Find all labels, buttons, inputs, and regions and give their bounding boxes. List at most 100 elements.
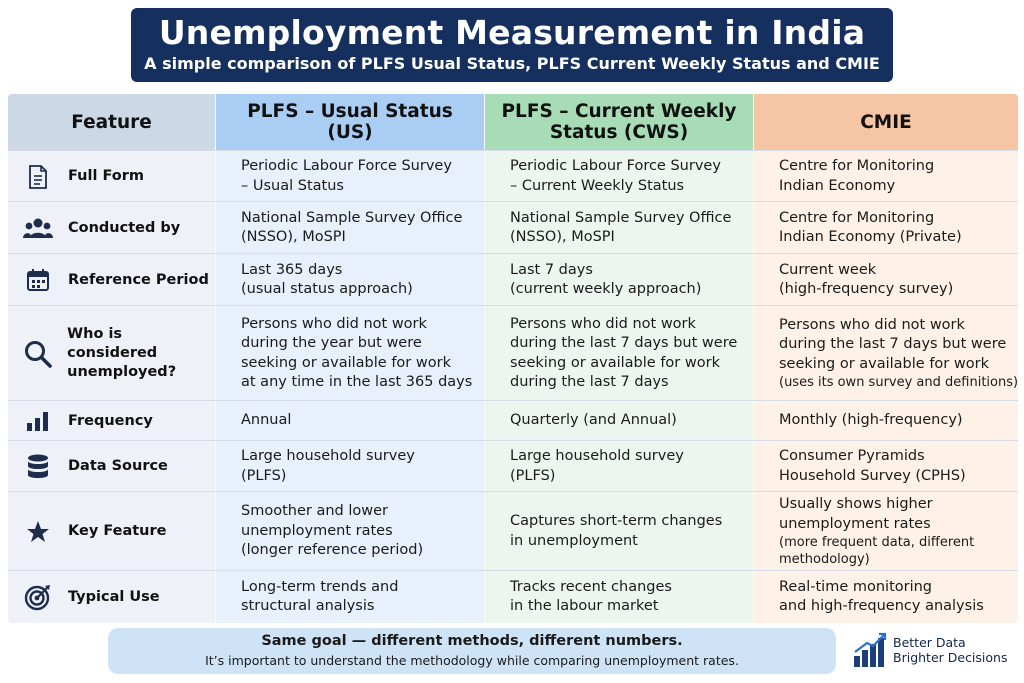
- star-icon: [8, 520, 68, 544]
- feature-label: Data Source: [68, 458, 168, 474]
- cmie-value-cell: Usually shows higher unemployment rates(…: [779, 492, 1018, 571]
- feature-cell: Frequency: [8, 401, 215, 441]
- us-value-text: Last 365 days (usual status approach): [241, 261, 413, 298]
- feature-cell: Reference Period: [8, 254, 215, 306]
- feature-cell: Key Feature: [8, 492, 215, 571]
- brand-line-1: Better Data: [893, 635, 966, 650]
- us-value-cell: Annual: [241, 401, 481, 441]
- cmie-value-cell: Real-time monitoring and high-frequency …: [779, 571, 1018, 623]
- cws-column-bg: [485, 94, 753, 623]
- cws-value-cell: Tracks recent changes in the labour mark…: [510, 571, 750, 623]
- cmie-value-note: (more frequent data, different methodolo…: [779, 535, 975, 567]
- rising-bars-icon: [854, 632, 887, 667]
- feature-cell: Who is considered unemployed?: [8, 306, 215, 401]
- target-icon: [8, 583, 68, 611]
- cmie-value-text: Current week (high-frequency survey): [779, 261, 954, 298]
- us-value-text: Large household survey (PLFS): [241, 448, 415, 484]
- us-value-cell: National Sample Survey Office (NSSO), Mo…: [241, 202, 481, 254]
- cmie-column-bg: [754, 94, 1018, 623]
- footer-headline: Same goal — different methods, different…: [261, 633, 683, 649]
- cws-value-text: Captures short-term changes in unemploym…: [510, 513, 723, 549]
- cmie-value-cell: Centre for Monitoring Indian Economy: [779, 151, 1018, 202]
- feature-label: Typical Use: [68, 588, 160, 605]
- cws-value-cell: Captures short-term changes in unemploym…: [510, 492, 750, 571]
- feature-label: Conducted by: [68, 219, 181, 236]
- cmie-value-cell: Persons who did not work during the last…: [779, 306, 1018, 401]
- header-cmie: CMIE: [754, 94, 1018, 150]
- us-value-text: Persons who did not work during the year…: [241, 315, 473, 391]
- row-divider: [8, 201, 1018, 202]
- feature-cell: Data Source: [8, 441, 215, 492]
- header-plfs-cws: PLFS – Current Weekly Status (CWS): [485, 94, 753, 150]
- cmie-value-cell: Current week (high-frequency survey): [779, 254, 1018, 306]
- feature-label: Who is considered unemployed?: [67, 326, 177, 380]
- us-value-cell: Large household survey (PLFS): [241, 441, 481, 492]
- row-divider: [8, 150, 1018, 151]
- cws-value-cell: Last 7 days (current weekly approach): [510, 254, 750, 306]
- row-divider: [8, 400, 1018, 401]
- cws-value-text: Last 7 days (current weekly approach): [510, 261, 702, 298]
- us-value-text: Smoother and lower unemployment rates (l…: [241, 503, 424, 559]
- cws-value-cell: Periodic Labour Force Survey – Current W…: [510, 151, 750, 202]
- cmie-value-text: Real-time monitoring and high-frequency …: [779, 578, 984, 615]
- feature-label: Frequency: [68, 412, 153, 429]
- cws-value-cell: Persons who did not work during the last…: [510, 306, 750, 401]
- document-icon: [8, 164, 68, 189]
- cws-value-cell: National Sample Survey Office (NSSO), Mo…: [510, 202, 750, 254]
- header-feature: Feature: [8, 94, 215, 150]
- us-value-text: Periodic Labour Force Survey – Usual Sta…: [241, 158, 452, 194]
- us-value-cell: Smoother and lower unemployment rates (l…: [241, 492, 481, 571]
- brand-line-2: Brighter Decisions: [893, 650, 1008, 665]
- footer-note-box: Same goal — different methods, different…: [108, 628, 836, 674]
- row-divider: [8, 440, 1018, 441]
- cws-value-text: Large household survey (PLFS): [510, 448, 684, 484]
- us-value-cell: Last 365 days (usual status approach): [241, 254, 481, 306]
- cmie-value-text: Usually shows higher unemployment rates: [779, 496, 933, 532]
- cmie-value-note: (uses its own survey and definitions): [779, 375, 1018, 391]
- row-divider: [8, 305, 1018, 306]
- cmie-value-text: Consumer Pyramids Household Survey (CPHS…: [779, 448, 966, 484]
- feature-label: Key Feature: [68, 523, 167, 539]
- us-value-text: Long-term trends and structural analysis: [241, 578, 399, 615]
- cmie-value-cell: Centre for Monitoring Indian Economy (Pr…: [779, 202, 1018, 254]
- cws-value-text: Periodic Labour Force Survey – Current W…: [510, 158, 721, 194]
- row-divider: [8, 570, 1018, 571]
- row-divider: [8, 253, 1018, 254]
- cmie-value-text: Persons who did not work during the last…: [779, 316, 1007, 372]
- footer-note: It’s important to understand the methodo…: [205, 653, 739, 668]
- calendar-icon: [8, 268, 68, 292]
- cmie-value-cell: Consumer Pyramids Household Survey (CPHS…: [779, 441, 1018, 492]
- cmie-value-cell: Monthly (high-frequency): [779, 401, 1018, 441]
- database-icon: [8, 454, 68, 480]
- cws-value-text: Tracks recent changes in the labour mark…: [510, 578, 672, 615]
- row-divider: [8, 491, 1018, 492]
- us-value-text: Annual: [241, 412, 292, 429]
- comparison-table: Feature PLFS – Usual Status (US) PLFS – …: [8, 94, 1018, 623]
- us-value-cell: Persons who did not work during the year…: [241, 306, 481, 401]
- feature-label: Full Form: [68, 168, 145, 184]
- cws-value-text: Quarterly (and Annual): [510, 412, 677, 429]
- header-plfs-us: PLFS – Usual Status (US): [216, 94, 484, 150]
- page-title: Unemployment Measurement in India: [158, 13, 866, 52]
- us-value-cell: Long-term trends and structural analysis: [241, 571, 481, 623]
- cws-value-cell: Large household survey (PLFS): [510, 441, 750, 492]
- cws-value-cell: Quarterly (and Annual): [510, 401, 750, 441]
- page-subtitle: A simple comparison of PLFS Usual Status…: [144, 54, 880, 73]
- bar-chart-icon: [8, 410, 68, 432]
- brand-logo: Better Data Brighter Decisions: [853, 630, 1018, 670]
- title-banner: Unemployment Measurement in India A simp…: [131, 8, 893, 82]
- us-column-bg: [216, 94, 484, 623]
- cmie-value-text: Centre for Monitoring Indian Economy (Pr…: [779, 209, 962, 246]
- us-value-text: National Sample Survey Office (NSSO), Mo…: [241, 209, 463, 246]
- cws-value-text: Persons who did not work during the last…: [510, 315, 738, 391]
- feature-cell: Typical Use: [8, 571, 215, 623]
- feature-label: Reference Period: [68, 271, 209, 288]
- search-icon: [8, 340, 67, 368]
- cws-value-text: National Sample Survey Office (NSSO), Mo…: [510, 209, 732, 246]
- us-value-cell: Periodic Labour Force Survey – Usual Sta…: [241, 151, 481, 202]
- cmie-value-text: Monthly (high-frequency): [779, 412, 963, 429]
- people-icon: [8, 217, 68, 239]
- feature-cell: Conducted by: [8, 202, 215, 254]
- cmie-value-text: Centre for Monitoring Indian Economy: [779, 158, 935, 194]
- feature-cell: Full Form: [8, 151, 215, 202]
